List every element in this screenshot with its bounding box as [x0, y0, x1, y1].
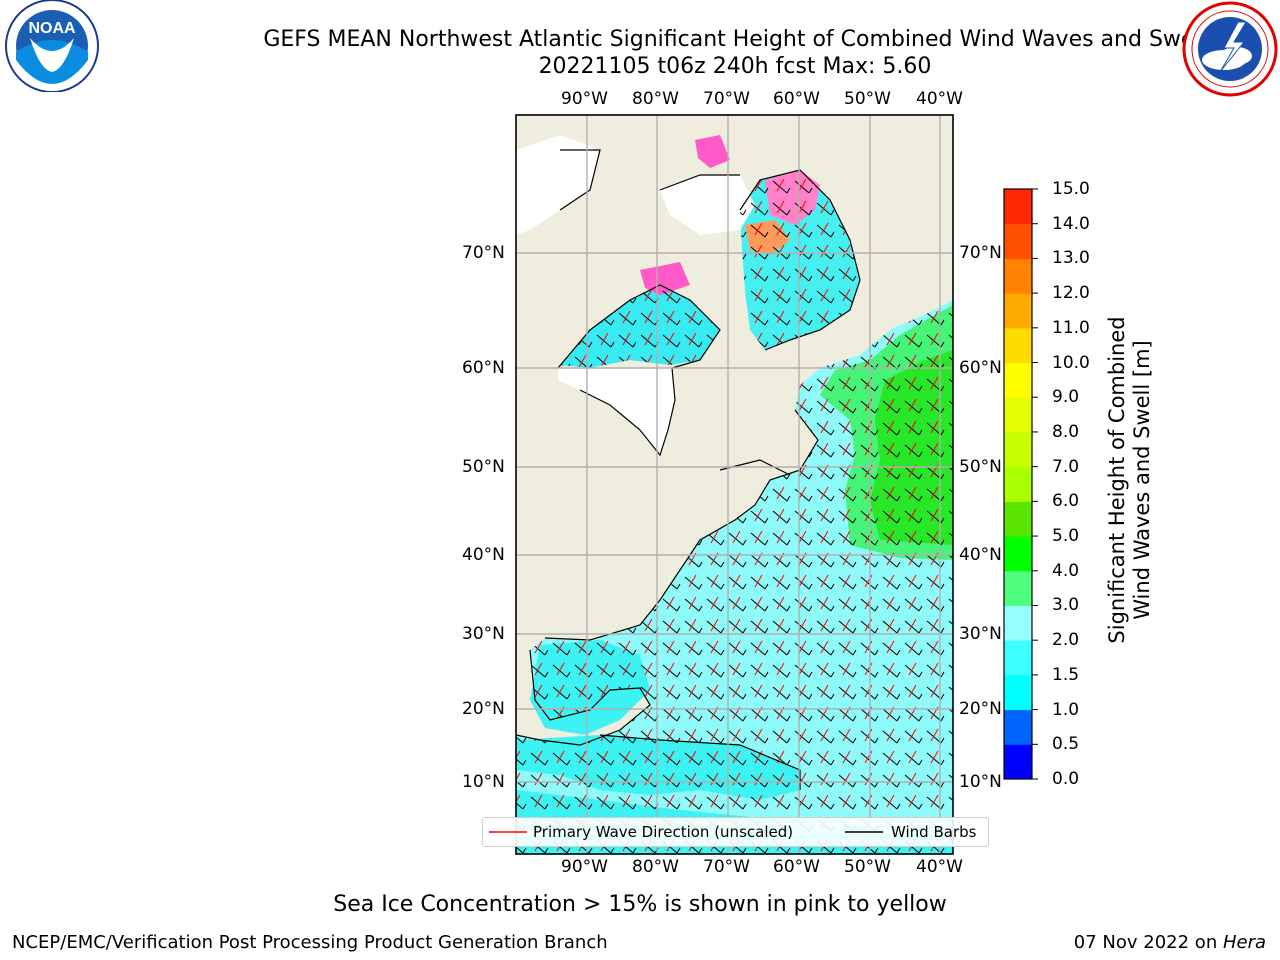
- colorbar-segment: [1004, 189, 1032, 225]
- colorbar-segment: [1004, 640, 1032, 676]
- lon-label-bottom: 70°W: [703, 857, 750, 877]
- colorbar-segment: [1004, 258, 1032, 294]
- colorbar-segment: [1004, 397, 1032, 433]
- wind-barbs-hudson: [560, 285, 720, 368]
- colorbar-tick-label: 4.0: [1052, 560, 1080, 581]
- hudson-sea-ice: [640, 262, 690, 295]
- colorbar-segment: [1004, 605, 1032, 641]
- colorbar-tick-label: 3.0: [1052, 595, 1080, 616]
- legend-label-wind-barbs: Wind Barbs: [891, 823, 977, 841]
- colorbar-tick-label: 2.0: [1052, 630, 1080, 651]
- colorbar: [1003, 188, 1038, 780]
- colorbar-tick-label: 7.0: [1052, 456, 1080, 477]
- lon-label-top: 90°W: [561, 89, 608, 109]
- colorbar-tick-label: 9.0: [1052, 387, 1080, 408]
- wind-barbs-ocean: [516, 300, 953, 854]
- lon-label-bottom: 60°W: [773, 857, 820, 877]
- colorbar-tick-label: 0.0: [1052, 769, 1080, 789]
- colorbar-tick-label: 5.0: [1052, 526, 1080, 547]
- colorbar-tick-label: 11.0: [1052, 317, 1090, 338]
- colorbar-segment: [1004, 223, 1032, 259]
- map-panel: [516, 115, 953, 854]
- lon-label-top: 60°W: [773, 89, 820, 109]
- lon-label-bottom: 90°W: [561, 857, 608, 877]
- render-date: 07 Nov 2022 on Hera: [1074, 932, 1266, 954]
- lat-label-right: 40°N: [959, 545, 1002, 565]
- colorbar-tick-label: 10.0: [1052, 352, 1090, 373]
- lat-label-left: 30°N: [462, 624, 505, 644]
- colorbar-tick-label: 0.5: [1052, 734, 1080, 755]
- no-data-arctic-west: [516, 135, 600, 235]
- map-legend: Primary Wave Direction (unscaled) Wind B…: [482, 817, 989, 847]
- colorbar-label-line2: Wind Waves and Swell [m]: [1130, 340, 1154, 620]
- lat-label-left: 60°N: [462, 358, 505, 378]
- colorbar-tick-label: 1.0: [1052, 699, 1080, 720]
- lat-label-left: 40°N: [462, 545, 505, 565]
- colorbar-tick-label: 14.0: [1052, 213, 1090, 234]
- lat-label-left: 50°N: [462, 457, 505, 477]
- plot-title: GEFS MEAN Northwest Atlantic Significant…: [263, 27, 1192, 52]
- sea-ice-note: Sea Ice Concentration > 15% is shown in …: [333, 892, 947, 917]
- plot-subtitle: 20221105 t06z 240h fcst Max: 5.60: [538, 54, 932, 79]
- title-clip: GEFS MEAN Northwest Atlantic Significant…: [0, 0, 1192, 90]
- legend-swatch-wave-direction: [489, 831, 527, 833]
- colorbar-segment: [1004, 431, 1032, 468]
- noaa-logo: NOAA: [5, 0, 99, 92]
- legend-swatch-wind-barbs: [845, 831, 883, 833]
- lat-label-right: 30°N: [959, 624, 1002, 644]
- colorbar-segment: [1004, 570, 1032, 606]
- lat-label-left: 20°N: [462, 699, 505, 719]
- north-sea-ice: [695, 135, 730, 168]
- legend-label-wave-direction: Primary Wave Direction (unscaled): [533, 823, 794, 841]
- colorbar-tick-label: 6.0: [1052, 491, 1080, 512]
- lon-label-bottom: 50°W: [844, 857, 891, 877]
- colorbar-tick-label: 13.0: [1052, 248, 1090, 269]
- render-host: Hera: [1222, 932, 1266, 953]
- map-frame: [515, 114, 954, 855]
- colorbar-segment: [1004, 362, 1032, 398]
- lon-label-top: 40°W: [916, 89, 963, 109]
- lat-label-right: 10°N: [959, 772, 1002, 792]
- lat-label-right: 70°N: [959, 243, 1002, 263]
- lat-label-left: 10°N: [462, 772, 505, 792]
- graticule: [516, 115, 953, 854]
- colorbar-segment: [1004, 466, 1032, 502]
- colorbar-segment: [1004, 709, 1032, 745]
- colorbar-tick-label: 1.5: [1052, 664, 1080, 685]
- lon-label-top: 80°W: [632, 89, 679, 109]
- branch-credit: NCEP/EMC/Verification Post Processing Pr…: [12, 932, 608, 953]
- colorbar-label-line1: Significant Height of Combined: [1105, 316, 1129, 644]
- lon-label-bottom: 80°W: [632, 857, 679, 877]
- colorbar-segment: [1004, 293, 1032, 329]
- colorbar-frame: [1003, 188, 1033, 780]
- lat-label-right: 20°N: [959, 699, 1002, 719]
- wind-barbs-labrador: [740, 170, 860, 350]
- nws-logo: [1182, 1, 1278, 97]
- noaa-logo-text: NOAA: [28, 20, 76, 37]
- lon-label-bottom: 40°W: [916, 857, 963, 877]
- colorbar-segment: [1004, 674, 1032, 711]
- lat-label-right: 50°N: [959, 457, 1002, 477]
- colorbar-label: Significant Height of Combined Wind Wave…: [1100, 290, 1160, 670]
- no-data-arctic: [660, 175, 755, 235]
- colorbar-tick-label: 8.0: [1052, 421, 1080, 442]
- colorbar-tick-label: 15.0: [1052, 179, 1090, 199]
- colorbar-segment: [1004, 327, 1032, 364]
- colorbar-segment: [1004, 536, 1032, 572]
- lon-label-top: 70°W: [703, 89, 750, 109]
- colorbar-tick-label: 12.0: [1052, 283, 1090, 304]
- lat-label-right: 60°N: [959, 358, 1002, 378]
- colorbar-segment: [1004, 501, 1032, 537]
- lon-label-top: 50°W: [844, 89, 891, 109]
- lat-label-left: 70°N: [462, 243, 505, 263]
- colorbar-segment: [1004, 744, 1032, 780]
- coastlines: [516, 149, 861, 790]
- render-date-text: 07 Nov 2022 on: [1073, 932, 1223, 953]
